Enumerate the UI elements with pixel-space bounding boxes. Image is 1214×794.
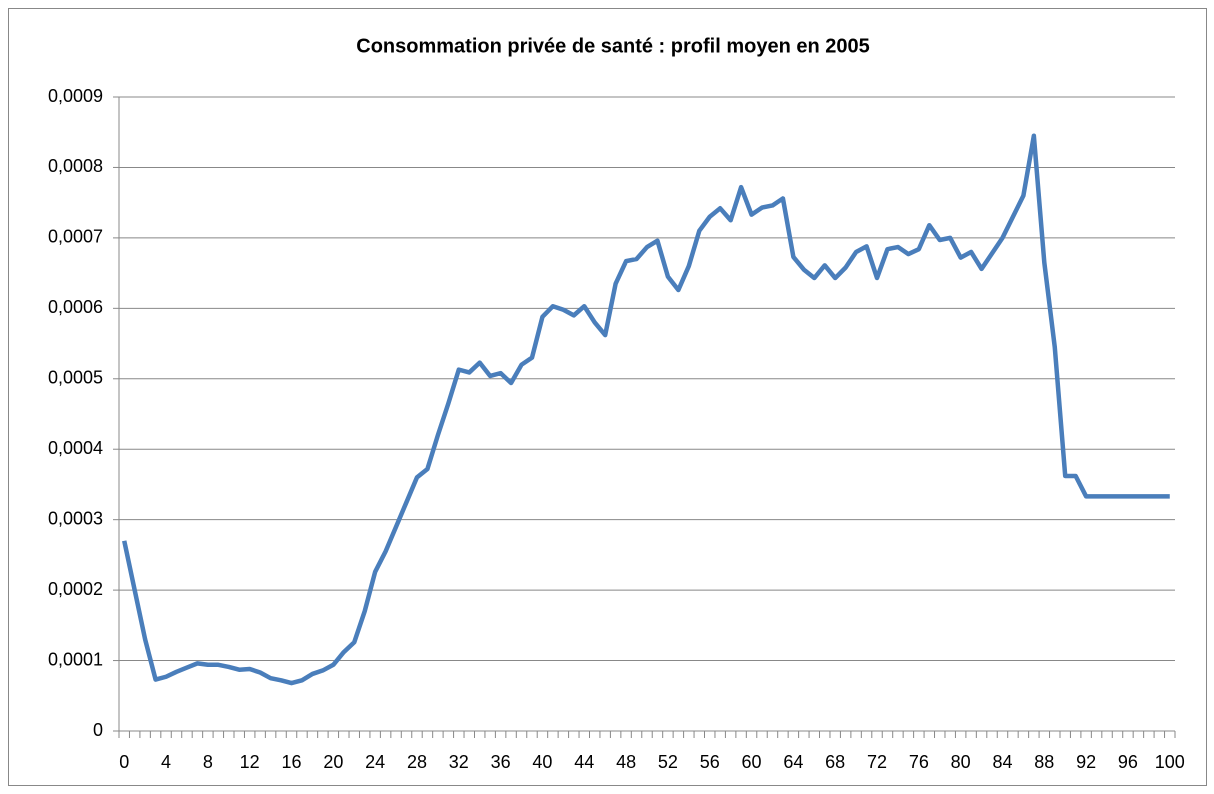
x-tick-label: 24 [365, 752, 385, 772]
x-tick-label: 60 [742, 752, 762, 772]
x-tick-label: 92 [1076, 752, 1096, 772]
x-tick-label: 8 [203, 752, 213, 772]
chart-border [8, 8, 1207, 786]
y-tick-label: 0,0005 [48, 368, 103, 388]
x-tick-label: 12 [240, 752, 260, 772]
x-tick-label: 4 [161, 752, 171, 772]
x-tick-label: 76 [909, 752, 929, 772]
x-tick-label: 84 [992, 752, 1012, 772]
y-tick-label: 0 [93, 720, 103, 740]
x-tick-label: 48 [616, 752, 636, 772]
y-tick-label: 0,0009 [48, 86, 103, 106]
x-tick-label: 28 [407, 752, 427, 772]
x-tick-label: 32 [449, 752, 469, 772]
y-tick-label: 0,0001 [48, 649, 103, 669]
x-tick-label: 88 [1034, 752, 1054, 772]
y-tick-label: 0,0003 [48, 508, 103, 528]
y-tick-label: 0,0006 [48, 297, 103, 317]
x-tick-label: 44 [574, 752, 594, 772]
x-tick-label: 52 [658, 752, 678, 772]
x-tick-label: 100 [1155, 752, 1185, 772]
x-tick-label: 72 [867, 752, 887, 772]
x-tick-label: 20 [323, 752, 343, 772]
x-tick-label: 36 [491, 752, 511, 772]
chart-title: Consommation privée de santé : profil mo… [356, 35, 869, 57]
x-tick-label: 80 [951, 752, 971, 772]
y-tick-label: 0,0002 [48, 579, 103, 599]
x-tick-label: 68 [825, 752, 845, 772]
data-line [122, 133, 1170, 686]
x-tick-label: 96 [1118, 752, 1138, 772]
x-tick-label: 64 [783, 752, 803, 772]
y-tick-label: 0,0008 [48, 156, 103, 176]
x-tick-label: 40 [532, 752, 552, 772]
x-tick-label: 56 [700, 752, 720, 772]
y-tick-label: 0,0007 [48, 227, 103, 247]
x-tick-label: 0 [119, 752, 129, 772]
y-tick-label: 0,0004 [48, 438, 103, 458]
x-tick-label: 16 [281, 752, 301, 772]
